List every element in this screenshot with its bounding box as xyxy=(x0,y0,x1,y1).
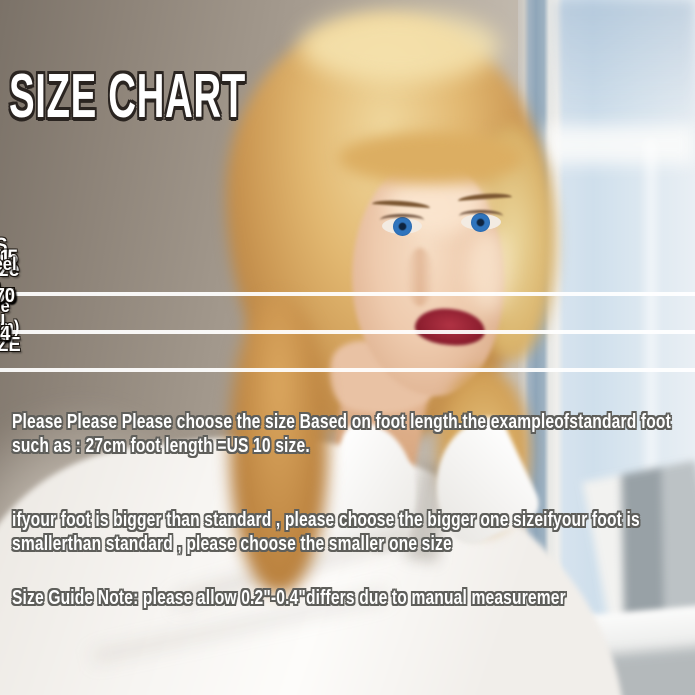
cell-value: 225 xyxy=(0,284,16,307)
window-glass-shading xyxy=(556,0,695,130)
window-frame-reflection xyxy=(646,140,656,480)
cell-value: 44 xyxy=(0,322,11,345)
woman-hair-highlight xyxy=(300,10,500,82)
window-glass-highlight xyxy=(545,126,695,164)
table-row-heel-to-toe: Heel To Toe (Cm) 225 230 235 240 245 250… xyxy=(0,254,695,337)
note-choose-by-foot-length: Please Please Please choose the size Bas… xyxy=(12,411,671,457)
cell-value: 6 xyxy=(0,246,5,270)
cell-value: 41 xyxy=(0,322,11,345)
page-title: SIZE CHART xyxy=(9,62,246,131)
cell-value: 4.5 xyxy=(0,246,14,269)
cell-value: 255 xyxy=(0,284,16,307)
cell-value: 36 xyxy=(0,322,11,345)
row-label-text: US Size xyxy=(0,234,20,281)
woman-cheek-highlight xyxy=(468,228,510,314)
woman-nose xyxy=(406,248,434,306)
cell-value: 35 xyxy=(0,322,11,345)
row-separator xyxy=(0,330,695,334)
cell-value: 265 xyxy=(0,284,16,307)
cell-value: 39 xyxy=(0,322,11,345)
cell-value: 8.5 xyxy=(0,246,14,269)
cell-value: 245 xyxy=(0,284,16,307)
cell-value: 8 xyxy=(0,246,5,270)
row-separator xyxy=(0,292,695,296)
woman-right-eyelid xyxy=(459,210,503,222)
cell-value: 42 xyxy=(0,322,11,345)
cell-value: 240 xyxy=(0,284,16,307)
note-bigger-smaller-size: ifyour foot is bigger than standard , pl… xyxy=(12,509,640,555)
note-size-guide: Size Guide Note: please allow 0.2"-0.4"d… xyxy=(12,587,566,609)
cell-value: 10 xyxy=(0,246,11,269)
cell-value: 235 xyxy=(0,284,16,307)
cell-value: 5 xyxy=(0,246,5,270)
woman-hair-fringe xyxy=(338,132,523,184)
cell-value: 230 xyxy=(0,284,16,307)
cell-value: 250 xyxy=(0,284,16,307)
cell-value: 43 xyxy=(0,322,11,345)
cell-value: 9 xyxy=(0,246,5,270)
woman-left-eyelid xyxy=(380,214,424,226)
size-chart-table: US Size 4.5 5 6 7 8 8.5 9 10 11 11.5 Hee… xyxy=(0,234,695,372)
cell-value: 11 xyxy=(0,246,11,269)
cell-value: 40 xyxy=(0,322,11,345)
table-row-us-size: US Size 4.5 5 6 7 8 8.5 9 10 11 11.5 xyxy=(0,234,695,292)
row-label-text: EU SIZE xyxy=(0,311,21,356)
cell-value: 37 xyxy=(0,322,11,345)
table-row-eu-size: EU SIZE 35 36 37 38 39 40 41 42 43 44 xyxy=(0,311,695,368)
cell-value: 270 xyxy=(0,284,16,307)
cell-value: 38 xyxy=(0,322,11,345)
woman-hair-curls-left xyxy=(230,298,328,593)
row-separator xyxy=(0,368,695,372)
cell-value: 260 xyxy=(0,284,16,307)
cell-value: 11.5 xyxy=(0,246,19,269)
cell-value: 7 xyxy=(0,246,5,270)
